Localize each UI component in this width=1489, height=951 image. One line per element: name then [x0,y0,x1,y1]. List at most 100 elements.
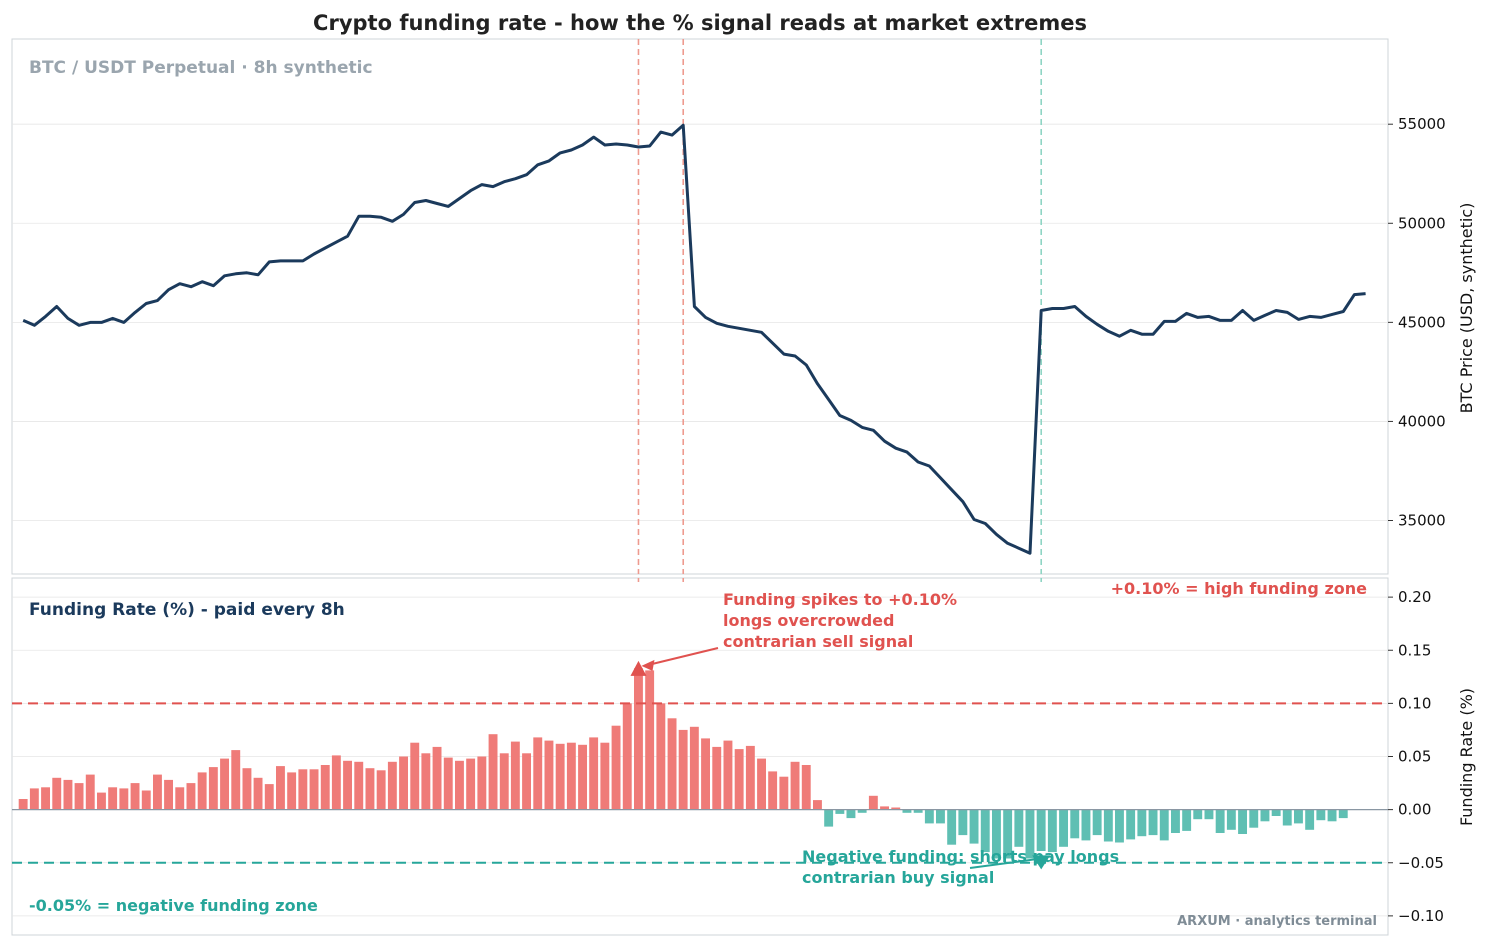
funding-bar [913,809,923,813]
funding-bar [1115,809,1124,843]
funding-bar [443,757,453,810]
funding-bar [1070,809,1080,839]
funding-bar [1126,809,1136,840]
funding-bar [1092,809,1102,836]
funding-bar [1081,809,1091,841]
price-line [22,123,1366,555]
funding-bar [85,774,95,810]
funding-bar [1294,809,1303,824]
price-tick-label: 55000 [1398,115,1446,133]
funding-bar [309,769,319,810]
funding-tick-label: 0.00 [1398,801,1431,819]
funding-bar [824,809,834,827]
funding-bar [153,774,162,810]
funding-y-ticks: −0.10 −0.05 0.00 0.05 0.10 0.15 0.20 [1388,588,1444,925]
funding-bar [331,755,341,810]
price-panel: 35000 40000 45000 50000 55000 BTC / USDT Per… [11,38,1476,575]
funding-bar [589,737,599,810]
funding-bar [533,737,543,810]
funding-bar [779,776,789,810]
funding-bar [1025,809,1035,859]
funding-y-axis-label: Funding Rate (%) [1457,688,1476,826]
funding-bar [1014,809,1024,847]
funding-bar [689,726,699,810]
funding-bar [1182,809,1192,831]
funding-bar [175,787,185,810]
funding-bars [12,668,1388,859]
funding-bar [801,765,811,810]
price-tick-label: 40000 [1398,412,1446,430]
funding-signal-vlines [637,578,1043,582]
funding-bar [555,743,565,810]
funding-bar [790,761,800,810]
funding-bar [835,809,845,814]
funding-bar [164,779,173,810]
funding-bar [947,809,957,845]
funding-bar [1193,809,1203,820]
funding-bar [734,749,744,810]
funding-bar [1260,809,1270,822]
funding-bar [1316,809,1326,821]
funding-markers [630,660,1051,870]
funding-bar [891,807,901,810]
funding-tick-label: 0.15 [1398,641,1431,659]
funding-bar [432,746,442,810]
high-annotation-line-1: Funding spikes to +0.10% [723,590,957,609]
funding-bar [880,806,889,810]
funding-bar [578,744,587,810]
funding-bar [108,787,118,810]
funding-bar [208,767,218,810]
funding-bar [41,787,50,810]
funding-bar [253,777,263,810]
funding-bar [455,760,464,810]
funding-bar [958,809,968,836]
funding-bar [1171,809,1180,833]
funding-bar [857,809,867,813]
funding-bar [924,809,934,824]
watermark: ARXUM · analytics terminal [1177,914,1377,929]
funding-bar [611,725,621,810]
funding-panel: −0.10 −0.05 0.00 0.05 0.10 0.15 0.20 Funding R… [11,577,1476,936]
price-y-axis-label: BTC Price (USD, synthetic) [1457,203,1476,414]
funding-bar [566,742,576,810]
funding-bar [992,809,1001,859]
funding-bar [813,800,822,810]
funding-bar [936,809,945,824]
funding-tick-label: 0.10 [1398,694,1431,712]
funding-bar [1338,809,1348,819]
funding-bar [220,758,229,810]
funding-bar [18,799,28,810]
high-zone-label: +0.10% = high funding zone [1111,579,1368,598]
funding-bar [1047,809,1057,853]
price-panel-frame [11,38,1389,575]
funding-bar [399,756,408,810]
funding-bar [1215,809,1225,833]
high-annotation-arrowhead [641,659,655,671]
funding-bar [723,740,733,810]
price-panel-label: BTC / USDT Perpetual · 8h synthetic [29,58,373,78]
funding-bar [1159,809,1169,841]
funding-bar [1271,809,1281,816]
funding-bar [477,756,487,810]
funding-bar [421,753,431,810]
funding-bar [466,758,476,810]
funding-bar [656,703,666,810]
funding-bar [1059,809,1068,847]
funding-bar [622,703,632,810]
funding-bar [242,768,252,810]
chart-title: Crypto funding rate - how the % signal r… [313,11,1087,35]
funding-bar [1137,809,1147,837]
funding-bar [745,745,755,810]
funding-bar [376,770,386,810]
funding-bar [264,784,274,810]
spike-marker-icon [630,660,647,676]
funding-bar [287,772,297,810]
dip-marker-icon [1032,855,1051,870]
funding-bar [298,769,308,810]
funding-bar [1204,809,1214,820]
low-annotation-arrow [969,858,1036,869]
funding-bar [387,761,397,810]
funding-panel-label: Funding Rate (%) - paid every 8h [29,600,345,620]
